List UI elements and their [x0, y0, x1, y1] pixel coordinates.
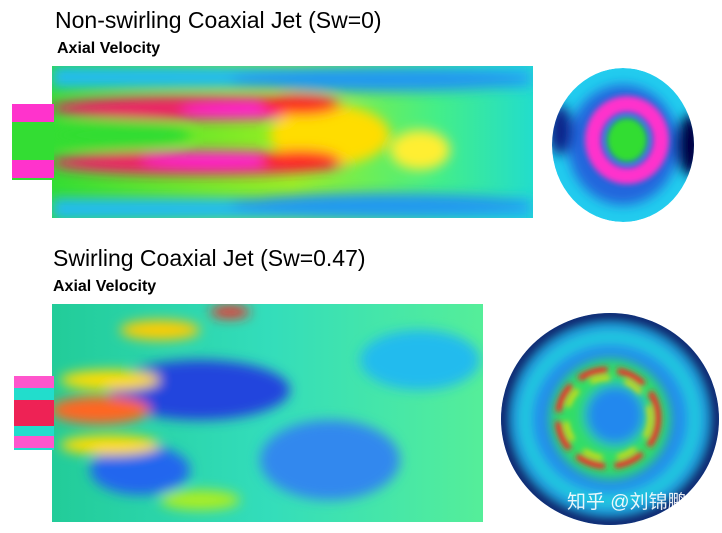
panel-subtitle: Axial Velocity: [53, 278, 156, 295]
watermark: 知乎 @刘锦鹏: [567, 491, 687, 513]
panel-subtitle: Axial Velocity: [57, 40, 160, 57]
cross-section: [552, 68, 694, 222]
panel-title: Non-swirling Coaxial Jet (Sw=0): [55, 7, 382, 33]
cross-section: [501, 313, 719, 525]
inlet: [14, 376, 54, 450]
panel-title: Swirling Coaxial Jet (Sw=0.47): [53, 245, 366, 271]
axial-contour: [52, 304, 483, 522]
inlet: [12, 104, 54, 180]
axial-contour: [52, 66, 533, 218]
